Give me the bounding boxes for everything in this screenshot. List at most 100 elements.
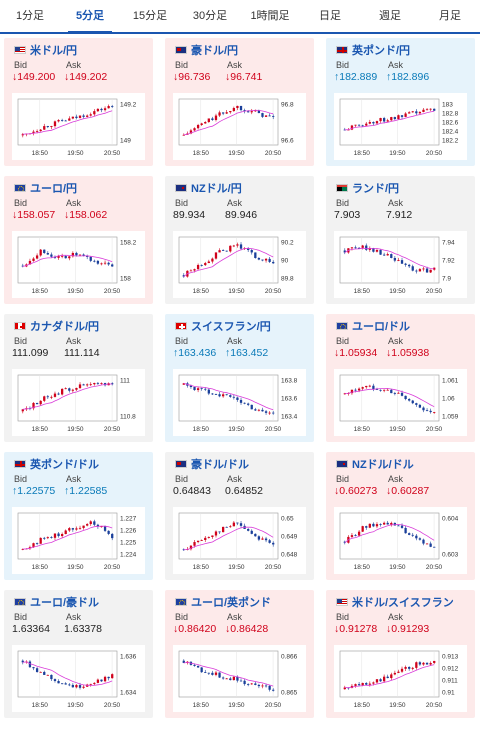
ask-value: ↓149.202 — [64, 71, 107, 83]
candlestick-chart[interactable]: 18:50 19:50 20:50 158.2 158 — [12, 231, 145, 298]
rate-card[interactable]: 英ポンド/円 Bid Ask ↑182.889 ↑182.896 18:50 19:50 20… — [326, 38, 475, 166]
rate-card[interactable]: 豪ドル/ドル Bid Ask 0.64843 0.64852 18:50 19:50 20:5… — [165, 452, 314, 580]
candle-body — [82, 115, 85, 117]
rate-card[interactable]: NZドル/円 Bid Ask 89.934 89.946 18:50 19:50 20:50 9… — [165, 176, 314, 304]
tab-2[interactable]: 15分足 — [132, 10, 168, 22]
bid-value: ↑1.22575 — [12, 485, 55, 497]
plot-frame — [339, 236, 440, 284]
candle-body — [53, 121, 57, 127]
eu-flag-icon — [175, 598, 187, 606]
candlestick-chart[interactable]: 18:50 19:50 20:50 0.65 0.649 0.648 — [173, 507, 306, 574]
moving-average-line — [344, 110, 435, 131]
rate-card[interactable]: NZドル/ドル Bid Ask ↓0.60273 ↓0.60287 18:50 19:50 2… — [326, 452, 475, 580]
pair-name[interactable]: 豪ドル/円 — [191, 45, 239, 57]
moving-average-line — [183, 661, 274, 687]
pair-name[interactable]: ユーロ/円 — [30, 183, 78, 195]
pair-name[interactable]: ランド/円 — [352, 183, 400, 195]
rate-card[interactable]: ユーロ/ドル Bid Ask ↓1.05934 ↓1.05938 18:50 19:50 20… — [326, 314, 475, 442]
tab-0[interactable]: 1分足 — [15, 10, 45, 22]
candle-body — [239, 399, 243, 403]
candlestick-chart[interactable]: 18:50 19:50 20:50 1.227 1.226 1.225 1.224 — [12, 507, 145, 574]
tab-1[interactable]: 5分足 — [60, 0, 120, 34]
candlestick-chart[interactable]: 18:50 19:50 20:50 90.2 90 89.8 — [173, 231, 306, 298]
tab-3[interactable]: 30分足 — [192, 10, 228, 22]
candlestick-chart[interactable]: 18:50 19:50 20:50 149.2 149 — [12, 93, 145, 160]
pair-name[interactable]: ユーロ/英ポンド — [191, 597, 272, 609]
candle-body — [408, 399, 411, 401]
rate-card[interactable]: 英ポンド/ドル Bid Ask ↑1.22575 ↑1.22585 18:50 19:50 2… — [4, 452, 153, 580]
bid-label: Bid — [336, 474, 350, 484]
candlestick-chart[interactable]: 18:50 19:50 20:50 1.061 1.06 1.059 — [334, 369, 467, 436]
y-tick-label: 0.604 — [442, 516, 459, 523]
candlestick-chart[interactable]: 18:50 19:50 20:50 183 182.8 182.6 182.4 182.2 — [334, 93, 467, 160]
candle-body — [429, 108, 432, 110]
rate-card[interactable]: ユーロ/英ポンド Bid Ask ↓0.86420 ↓0.86428 18:50 19:50… — [165, 590, 314, 718]
candlestick-chart[interactable]: 18:50 19:50 20:50 163.8 163.6 163.4 — [173, 369, 306, 436]
candle-body — [415, 535, 418, 539]
pair-name[interactable]: 米ドル/円 — [30, 45, 78, 57]
ask-label: Ask — [66, 474, 82, 484]
pair-name[interactable]: ユーロ/豪ドル — [30, 597, 100, 609]
rate-card[interactable]: 豪ドル/円 Bid Ask ↓96.736 ↓96.741 18:50 19:50 20:50… — [165, 38, 314, 166]
x-tick-label: 20:50 — [265, 426, 282, 433]
candlestick-chart[interactable]: 18:50 19:50 20:50 0.866 0.865 — [173, 645, 306, 712]
rate-card[interactable]: ユーロ/円 Bid Ask ↓158.057 ↓158.062 18:50 19:50 20:… — [4, 176, 153, 304]
pair-name[interactable]: カナダドル/円 — [30, 321, 100, 333]
bid-arrow-icon: ↓ — [334, 485, 340, 497]
pair-name[interactable]: 英ポンド/ドル — [30, 459, 100, 471]
rate-card[interactable]: ランド/円 Bid Ask 7.903 7.912 18:50 19:50 20:50 7.94… — [326, 176, 475, 304]
ask-value: ↓96.741 — [225, 71, 262, 83]
candle-body — [89, 384, 92, 386]
candle-body — [68, 256, 71, 259]
rate-card[interactable]: カナダドル/円 Bid Ask 111.099 111.114 18:50 19:50 20:… — [4, 314, 153, 442]
tab-6[interactable]: 週足 — [379, 10, 401, 22]
candlestick-chart[interactable]: 18:50 19:50 20:50 96.8 96.6 — [173, 93, 306, 160]
candlestick-chart[interactable]: 18:50 19:50 20:50 0.913 0.912 0.911 0.91 — [334, 645, 467, 712]
pair-name[interactable]: NZドル/ドル — [352, 459, 414, 471]
candle-body — [218, 531, 221, 533]
x-tick-label: 19:50 — [67, 150, 84, 157]
candle-body — [236, 676, 239, 681]
tab-4[interactable]: 1時間足 — [250, 10, 290, 22]
candle-body — [57, 255, 60, 258]
ask-price: 182.896 — [391, 71, 430, 83]
candle-body — [53, 679, 57, 682]
pair-name[interactable]: 豪ドル/ドル — [191, 459, 250, 471]
rate-card[interactable]: ユーロ/豪ドル Bid Ask 1.63364 1.63378 18:50 19:50 20:… — [4, 590, 153, 718]
candle-body — [357, 684, 361, 686]
ask-price: 0.60287 — [391, 485, 430, 497]
candle-body — [46, 537, 49, 539]
candle-body — [221, 526, 225, 533]
pair-name[interactable]: ユーロ/ドル — [352, 321, 411, 333]
pair-name[interactable]: 米ドル/スイスフラン — [352, 597, 454, 609]
candle-body — [82, 525, 85, 528]
rate-card[interactable]: スイスフラン/円 Bid Ask ↑163.436 ↑163.452 18:50 19:50… — [165, 314, 314, 442]
ask-label: Ask — [388, 60, 404, 70]
rate-card[interactable]: 米ドル/円 Bid Ask ↓149.200 ↓149.202 18:50 19:50 20:… — [4, 38, 153, 166]
pair-name[interactable]: NZドル/円 — [191, 183, 242, 195]
candlestick-chart[interactable]: 18:50 19:50 20:50 0.604 0.603 — [334, 507, 467, 574]
candle-body — [50, 674, 53, 680]
candle-body — [21, 409, 24, 412]
candle-body — [268, 258, 271, 262]
candlestick-chart[interactable]: 18:50 19:50 20:50 111 110.8 — [12, 369, 145, 436]
candle-body — [397, 115, 400, 120]
candle-body — [229, 678, 232, 681]
candle-body — [214, 115, 218, 120]
tab-5[interactable]: 日足 — [319, 10, 341, 22]
y-tick-label: 158.2 — [120, 240, 137, 247]
candle-body — [379, 389, 382, 391]
x-tick-label: 19:50 — [67, 288, 84, 295]
candle-body — [100, 679, 103, 682]
pair-name[interactable]: スイスフラン/円 — [191, 321, 271, 333]
rate-card[interactable]: 米ドル/スイスフラン Bid Ask ↓0.91278 ↓0.91293 18:50 19:… — [326, 590, 475, 718]
candlestick-chart[interactable]: 18:50 19:50 20:50 1.636 1.634 — [12, 645, 145, 712]
candle-body — [43, 249, 46, 254]
candlestick-chart[interactable]: 18:50 19:50 20:50 7.94 7.92 7.9 — [334, 231, 467, 298]
candle-body — [211, 258, 214, 262]
ask-label: Ask — [227, 336, 243, 346]
candle-body — [221, 112, 225, 114]
pair-name[interactable]: 英ポンド/円 — [352, 45, 411, 57]
candle-body — [250, 111, 253, 113]
tab-7[interactable]: 月足 — [439, 10, 461, 22]
